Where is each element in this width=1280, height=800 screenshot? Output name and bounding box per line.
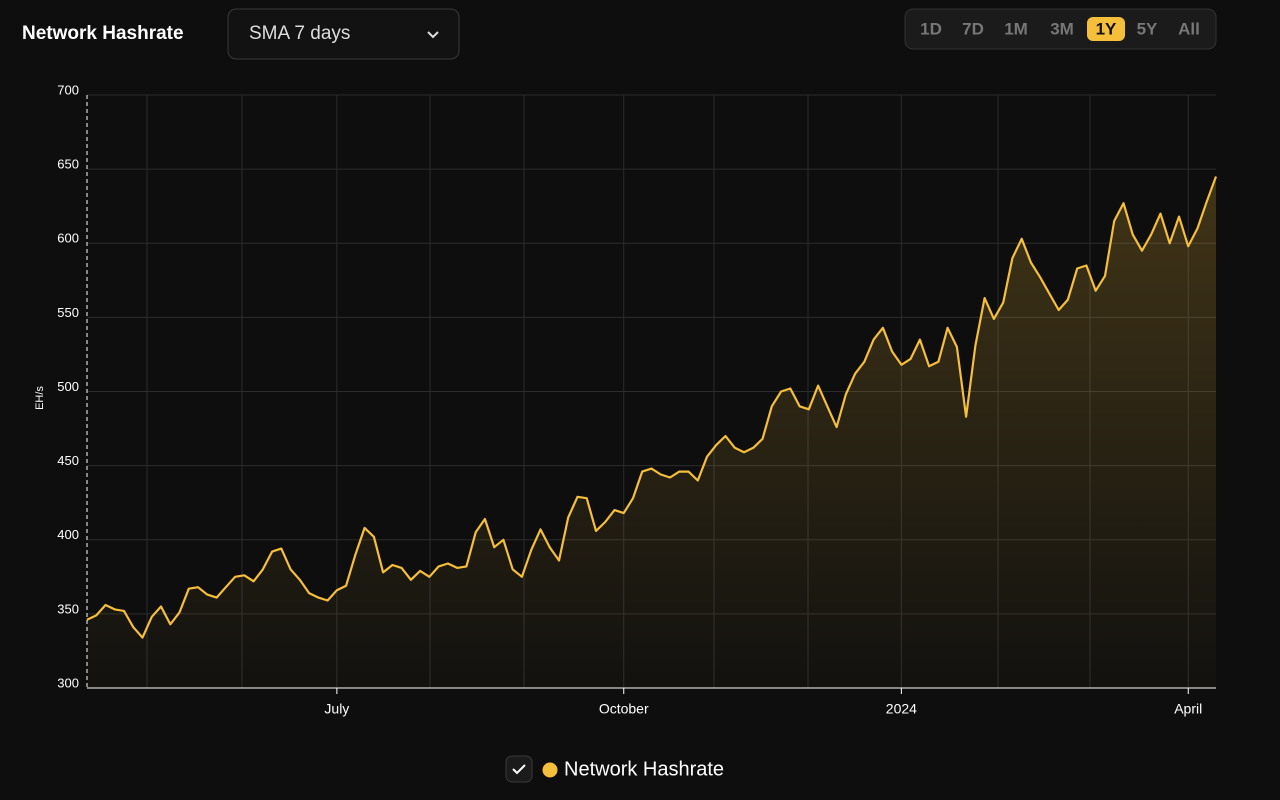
y-tick-label: 350: [57, 601, 79, 616]
range-button[interactable]: 1M: [1004, 19, 1028, 38]
y-tick-label: 400: [57, 527, 79, 542]
check-icon: [512, 764, 526, 775]
x-tick-label: October: [599, 701, 649, 717]
range-selector: [904, 8, 1217, 50]
x-tick-label: 2024: [886, 701, 917, 717]
range-button[interactable]: 1Y: [1096, 19, 1117, 38]
range-button-active: [1087, 17, 1125, 41]
range-button[interactable]: All: [1178, 19, 1200, 38]
range-button[interactable]: 5Y: [1137, 19, 1158, 38]
y-tick-label: 550: [57, 305, 79, 320]
range-button[interactable]: 1D: [920, 19, 942, 38]
y-tick-label: 450: [57, 453, 79, 468]
smoothing-dropdown[interactable]: [227, 8, 460, 60]
legend-checkbox[interactable]: [505, 755, 533, 783]
area: [87, 176, 1216, 688]
legend-swatch: [542, 762, 558, 778]
y-tick-label: 650: [57, 157, 79, 172]
x-tick-label: July: [324, 701, 349, 717]
y-axis-label: EH/s: [34, 386, 46, 410]
line: [86, 176, 1218, 639]
range-button[interactable]: 7D: [962, 19, 984, 38]
chart-title: Network Hashrate: [22, 23, 184, 44]
range-button[interactable]: 3M: [1050, 19, 1074, 38]
dropdown-label: SMA 7 days: [249, 23, 350, 44]
x-tick-label: April: [1174, 701, 1202, 717]
y-tick-label: 600: [57, 231, 79, 246]
y-tick-label: 700: [57, 82, 79, 97]
dropdown-caret: [427, 31, 439, 39]
y-tick-label: 300: [57, 675, 79, 690]
legend-label: Network Hashrate: [564, 758, 724, 780]
y-tick-label: 500: [57, 379, 79, 394]
